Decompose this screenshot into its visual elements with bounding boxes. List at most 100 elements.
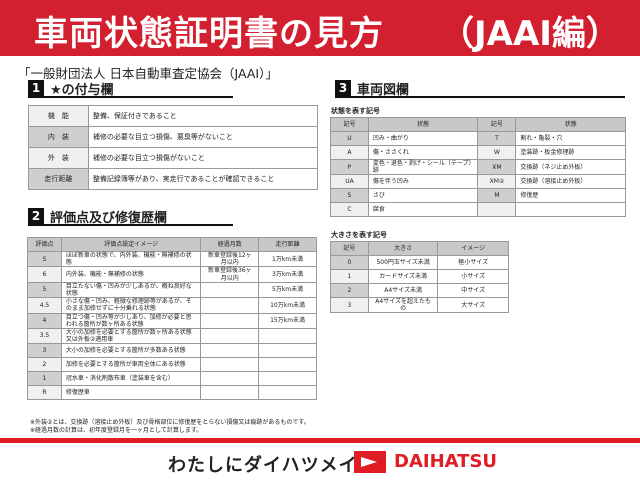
table-cell: XM②: [477, 174, 517, 190]
table-cell: T: [477, 131, 517, 146]
table-cell: 交換跡（ネジ止め外板）: [515, 158, 626, 176]
table-cell: 冠水車・消化剤散布車（塗装車を含む）: [60, 371, 202, 387]
table-cell: 1万km未満: [258, 250, 317, 268]
table-row: 内 装補修の必要な目立つ損傷、悪臭等がないこと: [28, 126, 319, 148]
table-cell: U: [330, 131, 369, 146]
table-row: A 傷・ささくれ W 塗装跡・板金修理跡: [330, 145, 626, 160]
table-cell: S: [330, 188, 369, 204]
column-header: 経過月数: [200, 237, 260, 252]
table-row: 3 大小の加修を必要とする箇所が多数ある状態: [27, 343, 317, 359]
table-cell: 凹み・曲がり: [367, 131, 479, 146]
star-table: 機 能整備、保証付きであること内 装補修の必要な目立つ損傷、悪臭等がないこと外 …: [28, 105, 319, 190]
table-cell: 4.5: [27, 297, 62, 314]
table-cell: 傷を伴う凹み: [367, 174, 479, 190]
table-row: 1 冠水車・消化剤散布車（塗装車を含む）: [27, 371, 317, 387]
table-cell: 新車登録後36ヶ月以内: [200, 266, 260, 283]
table-row: 3 A4サイズを超えたもの 大サイズ: [330, 296, 509, 314]
table-row: 4.5 小さな傷・凹み、軽微な修理跡等があるが、そのまま加修せずに十分乗れる状態 1…: [27, 297, 317, 314]
table-cell: 塗装跡・板金修理跡: [515, 145, 626, 160]
note: ※外装②とは、交換跡（溶接止め外板）及び骨格部位に修復歴をとらない損傷又は痕跡が…: [30, 419, 310, 426]
table-cell: [258, 357, 317, 373]
table-cell: [200, 371, 260, 387]
table-cell: 腐食: [367, 202, 479, 218]
column-header: 評価点設定イメージ: [60, 237, 202, 252]
table-row: 2 A4サイズ未満 中サイズ: [330, 283, 509, 298]
condition-table: 記号 状態 記号 状態 U 凹み・曲がり T 割れ・亀裂・穴 A 傷・ささくれ W 塗装跡・板金修理跡…: [330, 117, 626, 218]
table-cell: [200, 312, 260, 329]
section-1-heading: 1 ★の付与欄: [28, 80, 233, 98]
table-row: 外 装補修の必要な目立つ損傷がないこと: [28, 147, 319, 169]
table-row: S ほぼ新車の状態で、内外装、機能・無補修の状態 新車登録後12ヶ月以内 1万km未満: [27, 250, 317, 268]
table-cell: カードサイズ未満: [367, 269, 439, 284]
header-row: 記号 状態 記号 状態: [330, 117, 626, 132]
section-2-heading: 2 評価点及び修復歴欄: [28, 208, 233, 226]
table-row: C 腐食: [330, 202, 626, 218]
table-row: 機 能整備、保証付きであること: [28, 105, 319, 127]
table-row: 6 内外装、機能・無補修の状態 新車登録後36ヶ月以内 3万km未満: [27, 266, 317, 283]
table-cell: 交換跡（溶接止め外板）: [515, 174, 626, 190]
section-number: 2: [28, 208, 44, 224]
table-cell: 内外装、機能・無補修の状態: [60, 266, 202, 283]
column-header: イメージ: [437, 241, 509, 256]
column-header: 記号: [330, 117, 369, 132]
table-cell: [515, 202, 626, 218]
page-title-suffix: （JAAI編）: [440, 14, 620, 54]
table-cell: 5万km未満: [258, 281, 317, 299]
table-cell: 外 装: [28, 147, 89, 169]
table-cell: 極小サイズ: [437, 255, 509, 270]
page-title: 車両状態証明書の見方: [34, 14, 384, 54]
table-cell: 0: [330, 255, 369, 270]
table-cell: 小サイズ: [437, 269, 509, 284]
section-title: 車両図欄: [357, 82, 410, 98]
table-cell: 傷・ささくれ: [367, 145, 479, 160]
table-cell: [200, 297, 260, 314]
table-cell: [200, 327, 260, 345]
section-title: 評価点及び修復歴欄: [50, 210, 168, 226]
table-cell: C: [330, 202, 369, 218]
table-cell: [200, 343, 260, 359]
slogan-logo: わたしにダイハツメイ。: [168, 455, 377, 476]
table-row: P 変色・退色・剥げ・シール（テープ）跡 XM 交換跡（ネジ止め外板）: [330, 158, 626, 176]
rating-table: 評価点 評価点設定イメージ 経過月数 走行距離 S ほぼ新車の状態で、内外装、機能・無補修…: [27, 237, 317, 401]
table-cell: M: [477, 188, 517, 204]
table-cell: 修復歴: [515, 188, 626, 204]
section-title: ★の付与欄: [50, 82, 114, 98]
table-cell: [258, 343, 317, 359]
table-row: 走行距離 整備記録簿等があり、実走行であることが確認できること: [28, 168, 319, 190]
table-cell: 加修を必要とする箇所が車両全体にある状態: [60, 357, 202, 373]
table-row: 0 500円玉サイズ未満 極小サイズ: [330, 255, 509, 270]
column-header: 大きさ: [367, 241, 439, 256]
table-cell: 2: [330, 283, 369, 298]
table-cell: 修復歴車: [60, 385, 202, 401]
table-cell: さび: [367, 188, 479, 204]
table-cell: 走行距離: [28, 168, 89, 190]
table-row: 4 目立つ傷・凹み等が少しあり、加修が必要と思われる箇所が数ヶ所ある状態 15万km…: [27, 312, 317, 329]
table-row: 2 加修を必要とする箇所が車両全体にある状態: [27, 357, 317, 373]
daihatsu-logo-icon: [354, 451, 386, 473]
table-cell: 目立つ傷・凹み等が少しあり、加修が必要と思われる箇所が数ヶ所ある状態: [60, 312, 202, 329]
table-cell: R: [27, 385, 62, 401]
table-cell: 補修の必要な目立つ損傷、悪臭等がないこと: [87, 126, 319, 148]
table-row: 1 カードサイズ未満 小サイズ: [330, 269, 509, 284]
column-header: 状態: [367, 117, 479, 132]
title-banner: 車両状態証明書の見方 （JAAI編）: [0, 0, 640, 56]
note: ※経過月数の計算は、初年度登録月を一ヶ月として計算します。: [30, 427, 203, 434]
table-cell: [200, 281, 260, 299]
table-cell: 割れ・亀裂・穴: [515, 131, 626, 146]
table-cell: XM: [477, 158, 517, 176]
table-cell: 目立たない傷・凹みが少しあるが、概ね良好な状態: [60, 281, 202, 299]
header-row: 記号 大きさ イメージ: [330, 241, 509, 256]
column-header: 記号: [330, 241, 369, 256]
column-header: 状態: [515, 117, 626, 132]
table-row: 3.5 大小の加修を必要とする箇所が数ヶ所ある状態又は外板②適用車: [27, 327, 317, 345]
table-cell: A4サイズを超えたもの: [367, 296, 439, 314]
table-cell: 3.5: [27, 327, 62, 345]
size-table: 記号 大きさ イメージ 0 500円玉サイズ未満 極小サイズ 1 カードサイズ未満 小サイズ 2 A…: [330, 241, 509, 314]
column-header: 走行距離: [258, 237, 317, 252]
table-row: S さび M 修復歴: [330, 188, 626, 204]
table-cell: A4サイズ未満: [367, 283, 439, 298]
table-cell: 新車登録後12ヶ月以内: [200, 250, 260, 268]
notes: ※外装②とは、交換跡（溶接止め外板）及び骨格部位に修復歴をとらない損傷又は痕跡が…: [30, 419, 310, 435]
brand-name: DAIHATSU: [394, 451, 498, 472]
divider: [0, 438, 640, 443]
